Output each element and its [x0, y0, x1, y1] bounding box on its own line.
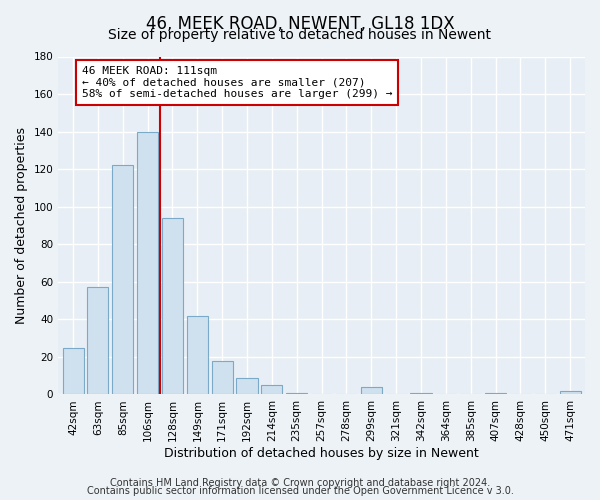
- Text: Contains public sector information licensed under the Open Government Licence v : Contains public sector information licen…: [86, 486, 514, 496]
- Bar: [485, 392, 506, 394]
- Bar: [162, 218, 183, 394]
- Bar: [286, 392, 307, 394]
- Bar: [137, 132, 158, 394]
- Text: 46, MEEK ROAD, NEWENT, GL18 1DX: 46, MEEK ROAD, NEWENT, GL18 1DX: [146, 15, 454, 33]
- Bar: [410, 392, 431, 394]
- Bar: [560, 390, 581, 394]
- Bar: [88, 288, 109, 395]
- Bar: [262, 385, 283, 394]
- Bar: [112, 166, 133, 394]
- Bar: [187, 316, 208, 394]
- Bar: [236, 378, 257, 394]
- Bar: [212, 360, 233, 394]
- Bar: [361, 387, 382, 394]
- Text: Contains HM Land Registry data © Crown copyright and database right 2024.: Contains HM Land Registry data © Crown c…: [110, 478, 490, 488]
- Text: Size of property relative to detached houses in Newent: Size of property relative to detached ho…: [109, 28, 491, 42]
- Text: 46 MEEK ROAD: 111sqm
← 40% of detached houses are smaller (207)
58% of semi-deta: 46 MEEK ROAD: 111sqm ← 40% of detached h…: [82, 66, 392, 99]
- Y-axis label: Number of detached properties: Number of detached properties: [15, 127, 28, 324]
- X-axis label: Distribution of detached houses by size in Newent: Distribution of detached houses by size …: [164, 447, 479, 460]
- Bar: [62, 348, 83, 395]
